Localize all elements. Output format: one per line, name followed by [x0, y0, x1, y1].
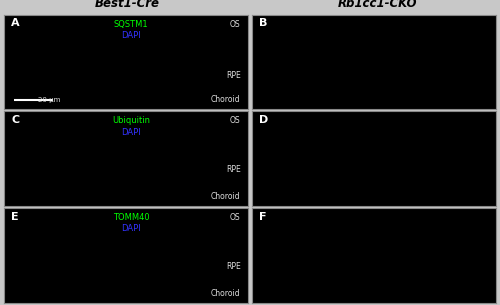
Text: DAPI: DAPI — [121, 224, 141, 233]
Text: F: F — [260, 212, 267, 222]
Text: C: C — [12, 115, 20, 125]
Text: Rb1cc1-CKO: Rb1cc1-CKO — [338, 0, 417, 10]
Text: B: B — [260, 18, 268, 28]
Text: OS: OS — [230, 20, 240, 29]
Text: OS: OS — [230, 117, 240, 125]
Text: Choroid: Choroid — [211, 192, 240, 201]
Text: DAPI: DAPI — [121, 128, 141, 137]
Text: Ubiquitin: Ubiquitin — [112, 117, 150, 125]
Text: E: E — [12, 212, 19, 222]
Text: TOMM40: TOMM40 — [112, 213, 149, 222]
Text: Best1-Cre: Best1-Cre — [95, 0, 160, 10]
Text: SQSTM1: SQSTM1 — [114, 20, 148, 29]
Text: Choroid: Choroid — [211, 95, 240, 104]
Text: A: A — [12, 18, 20, 28]
Text: DAPI: DAPI — [121, 31, 141, 40]
Text: OS: OS — [230, 213, 240, 222]
Text: 20 μm: 20 μm — [38, 98, 60, 103]
Text: RPE: RPE — [226, 165, 240, 174]
Text: Choroid: Choroid — [211, 289, 240, 298]
Text: RPE: RPE — [226, 262, 240, 271]
Text: D: D — [260, 115, 268, 125]
Text: RPE: RPE — [226, 70, 240, 80]
